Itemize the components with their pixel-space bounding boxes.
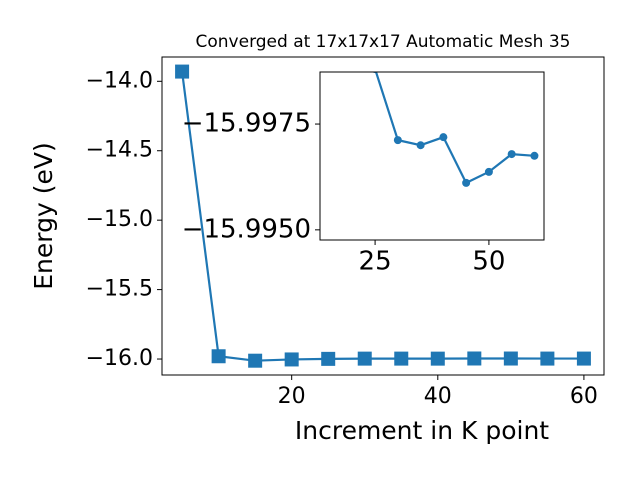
marker [284, 352, 299, 367]
y-tick-label: −14.0 [86, 68, 153, 93]
y-tick-label: −15.0 [86, 207, 153, 232]
x-tick-label: 60 [570, 384, 598, 409]
marker [576, 351, 591, 366]
marker [175, 64, 190, 79]
marker [394, 351, 409, 366]
marker [430, 351, 445, 366]
x-tick-label: 20 [278, 384, 306, 409]
axes-frame [319, 71, 545, 241]
marker [321, 351, 336, 366]
chart-title: Converged at 17x17x17 Automatic Mesh 35 [196, 32, 571, 52]
marker [530, 151, 539, 160]
y-tick-label: −15.9975 [182, 109, 311, 139]
marker [467, 351, 482, 366]
marker [507, 150, 516, 159]
x-tick-label: 40 [424, 384, 452, 409]
plot-clip [372, 72, 539, 187]
x-tick-label: 50 [472, 247, 505, 277]
axes-frame [161, 56, 605, 376]
x-tick-label: 25 [359, 247, 392, 277]
y-tick-label: −15.5 [86, 277, 153, 302]
plot-area [320, 72, 544, 240]
marker [540, 351, 555, 366]
marker [248, 353, 263, 368]
marker [439, 133, 448, 142]
marker [484, 167, 493, 176]
y-tick-label: −15.9950 [182, 214, 311, 244]
x-axis-label: Increment in K point [295, 416, 549, 445]
marker [416, 141, 425, 150]
marker [462, 178, 471, 187]
marker [503, 351, 518, 366]
y-axis-label: Energy (eV) [29, 142, 58, 289]
plot-clip [175, 64, 591, 368]
y-tick-label: −14.5 [86, 138, 153, 163]
marker [357, 351, 372, 366]
y-tick-label: −16.0 [86, 346, 153, 371]
marker [393, 136, 402, 145]
marker [211, 349, 226, 364]
